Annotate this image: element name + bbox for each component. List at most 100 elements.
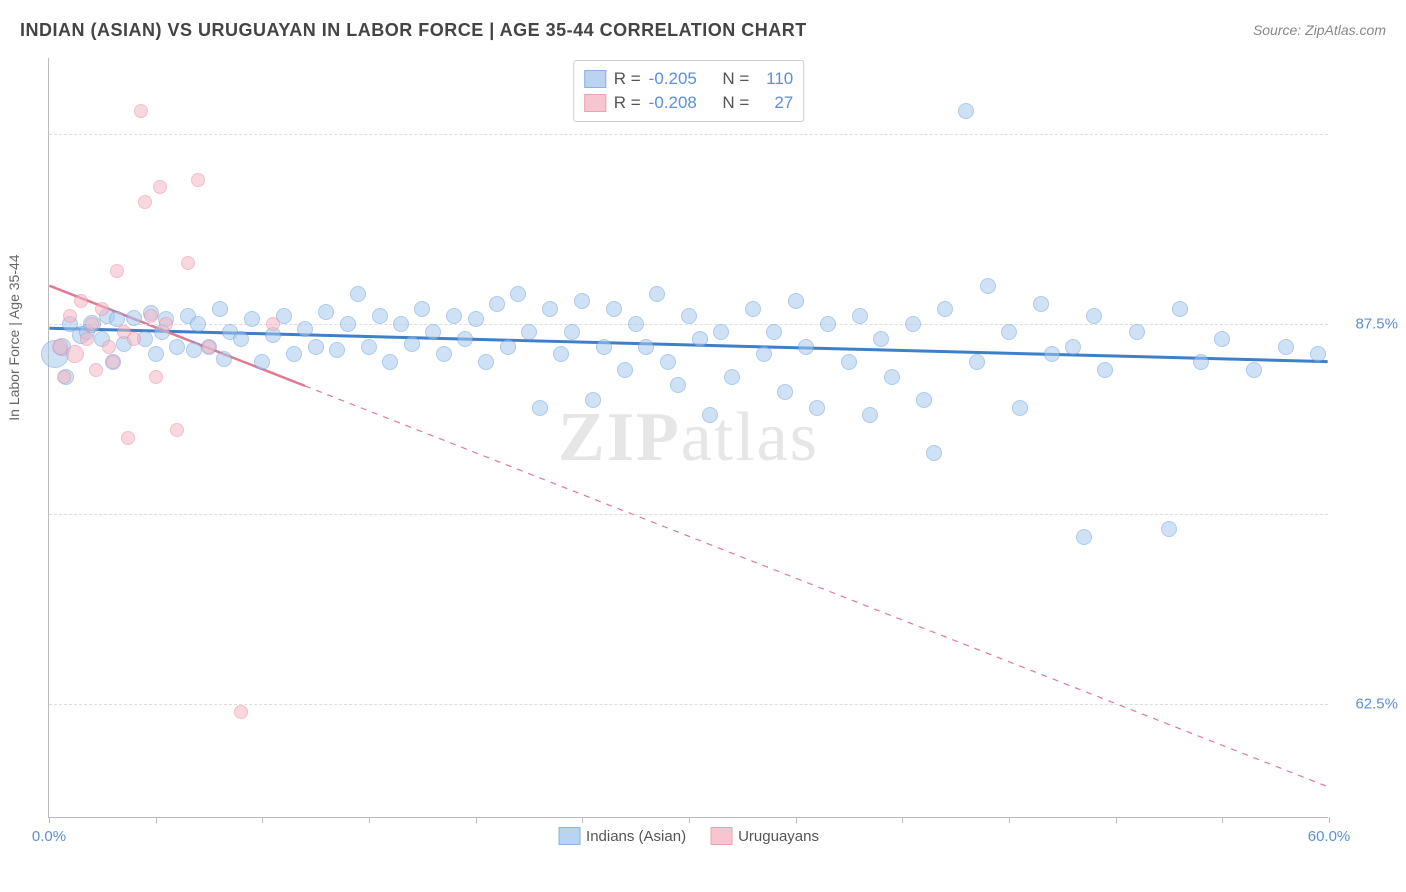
scatter-point [80, 332, 94, 346]
x-tick [582, 817, 583, 823]
scatter-point [63, 309, 77, 323]
scatter-point [980, 278, 996, 294]
scatter-point [1033, 296, 1049, 312]
scatter-point [170, 423, 184, 437]
scatter-point [702, 407, 718, 423]
scatter-point [1076, 529, 1092, 545]
plot-area: ZIPatlas R =-0.205 N =110R =-0.208 N =27… [48, 58, 1328, 818]
scatter-point [1278, 339, 1294, 355]
scatter-point [138, 195, 152, 209]
scatter-point [958, 103, 974, 119]
legend-swatch [584, 94, 606, 112]
x-tick [902, 817, 903, 823]
watermark: ZIPatlas [558, 398, 819, 478]
scatter-point [596, 339, 612, 355]
scatter-point [745, 301, 761, 317]
scatter-point [916, 392, 932, 408]
scatter-point [606, 301, 622, 317]
scatter-point [585, 392, 601, 408]
scatter-point [1246, 362, 1262, 378]
scatter-point [1044, 346, 1060, 362]
scatter-point [1097, 362, 1113, 378]
bottom-legend-item: Uruguayans [710, 827, 819, 845]
scatter-point [436, 346, 452, 362]
scatter-point [159, 317, 173, 331]
scatter-point [926, 445, 942, 461]
scatter-point [1193, 354, 1209, 370]
scatter-point [153, 180, 167, 194]
scatter-point [1129, 324, 1145, 340]
scatter-point [106, 355, 120, 369]
scatter-point [85, 317, 99, 331]
scatter-point [841, 354, 857, 370]
scatter-point [1012, 400, 1028, 416]
scatter-point [884, 369, 900, 385]
scatter-point [382, 354, 398, 370]
scatter-point [233, 331, 249, 347]
scatter-point [318, 304, 334, 320]
scatter-point [393, 316, 409, 332]
bottom-legend: Indians (Asian)Uruguayans [558, 827, 819, 845]
legend-swatch [558, 827, 580, 845]
y-tick-label: 62.5% [1355, 696, 1398, 713]
x-tick-label: 0.0% [32, 828, 66, 845]
scatter-point [212, 301, 228, 317]
scatter-point [489, 296, 505, 312]
scatter-point [1161, 521, 1177, 537]
scatter-point [110, 264, 124, 278]
scatter-point [148, 346, 164, 362]
gridline [49, 514, 1328, 515]
scatter-point [809, 400, 825, 416]
scatter-point [202, 340, 216, 354]
scatter-point [617, 362, 633, 378]
scatter-point [478, 354, 494, 370]
scatter-point [169, 339, 185, 355]
y-axis-label: In Labor Force | Age 35-44 [6, 254, 22, 420]
scatter-point [95, 302, 109, 316]
scatter-point [254, 354, 270, 370]
scatter-point [649, 286, 665, 302]
scatter-point [186, 342, 202, 358]
scatter-point [134, 104, 148, 118]
scatter-point [681, 308, 697, 324]
x-tick [476, 817, 477, 823]
scatter-point [1001, 324, 1017, 340]
scatter-point [862, 407, 878, 423]
scatter-point [102, 340, 116, 354]
scatter-point [149, 370, 163, 384]
scatter-point [181, 256, 195, 270]
x-tick [1222, 817, 1223, 823]
legend-label: Uruguayans [738, 828, 819, 845]
scatter-point [564, 324, 580, 340]
scatter-point [446, 308, 462, 324]
scatter-point [297, 321, 313, 337]
scatter-point [191, 173, 205, 187]
scatter-point [1214, 331, 1230, 347]
gridline [49, 134, 1328, 135]
scatter-point [713, 324, 729, 340]
x-tick [796, 817, 797, 823]
scatter-point [1310, 346, 1326, 362]
scatter-point [425, 324, 441, 340]
scatter-point [905, 316, 921, 332]
scatter-point [670, 377, 686, 393]
scatter-point [468, 311, 484, 327]
scatter-point [404, 336, 420, 352]
scatter-point [121, 431, 135, 445]
scatter-point [244, 311, 260, 327]
x-tick [1329, 817, 1330, 823]
scatter-point [126, 310, 142, 326]
scatter-point [553, 346, 569, 362]
chart-title: INDIAN (ASIAN) VS URUGUAYAN IN LABOR FOR… [20, 20, 807, 41]
x-tick-label: 60.0% [1308, 828, 1351, 845]
legend-swatch [710, 827, 732, 845]
scatter-point [788, 293, 804, 309]
scatter-point [766, 324, 782, 340]
legend-stats-row: R =-0.205 N =110 [584, 67, 794, 91]
x-tick [156, 817, 157, 823]
scatter-point [969, 354, 985, 370]
scatter-point [777, 384, 793, 400]
scatter-point [89, 363, 103, 377]
scatter-point [216, 351, 232, 367]
scatter-point [329, 342, 345, 358]
